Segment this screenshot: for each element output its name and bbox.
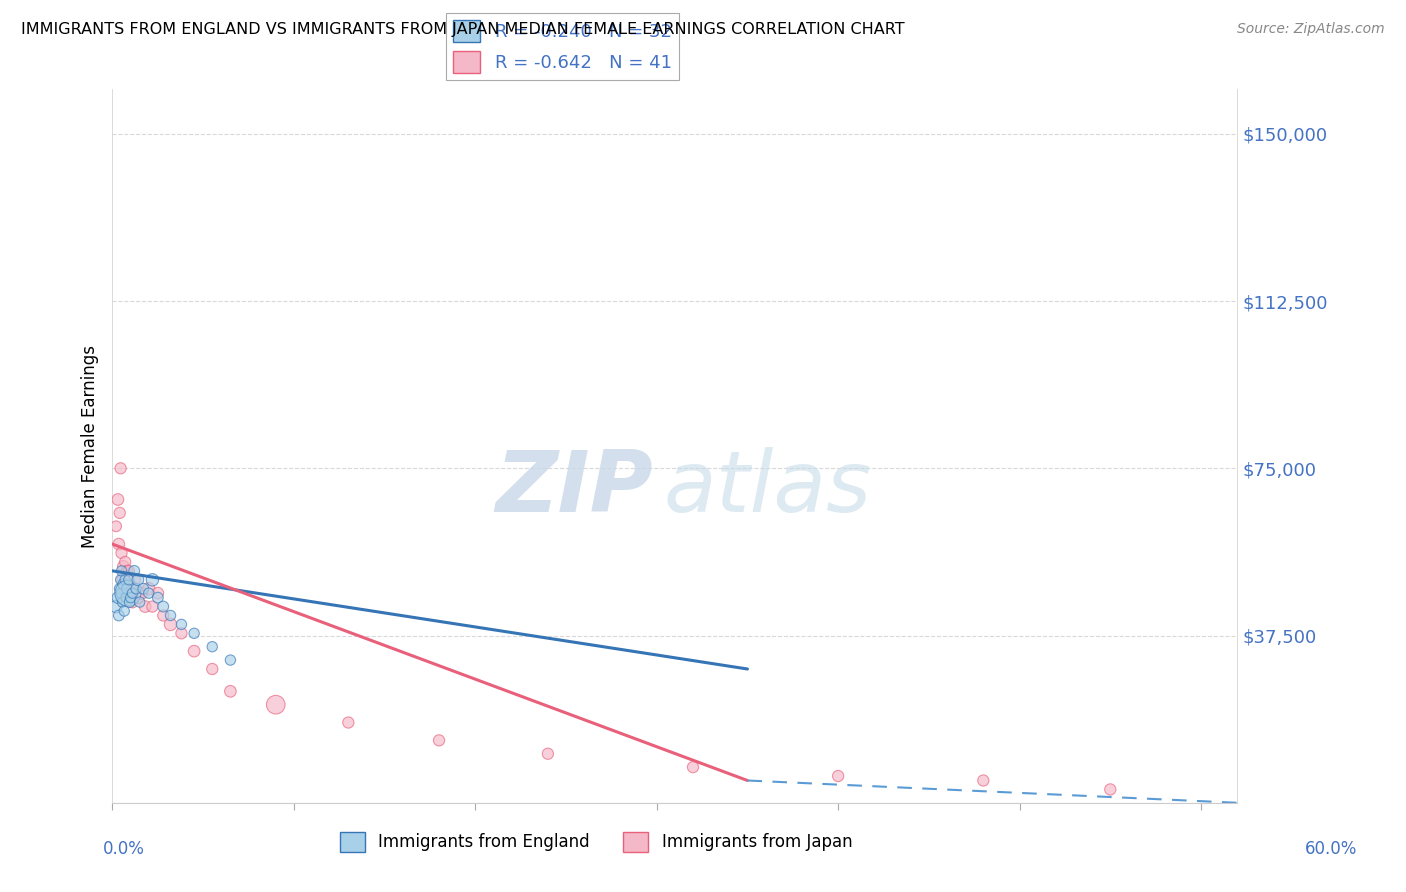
Point bbox=[537, 747, 560, 761]
Point bbox=[125, 582, 148, 596]
Point bbox=[183, 644, 205, 658]
Point bbox=[128, 595, 150, 609]
Point bbox=[118, 573, 141, 587]
Point bbox=[159, 608, 181, 623]
Point bbox=[201, 662, 224, 676]
Point bbox=[201, 640, 224, 654]
Point bbox=[146, 591, 169, 605]
Point bbox=[264, 698, 287, 712]
Point bbox=[110, 586, 132, 600]
Point bbox=[117, 586, 139, 600]
Point bbox=[183, 626, 205, 640]
Point bbox=[117, 586, 139, 600]
Point bbox=[120, 582, 142, 596]
Point bbox=[118, 586, 141, 600]
Point bbox=[115, 564, 138, 578]
Point bbox=[110, 573, 132, 587]
Point bbox=[122, 573, 145, 587]
Point bbox=[112, 582, 135, 596]
Point bbox=[120, 591, 142, 605]
Point bbox=[122, 564, 145, 578]
Point bbox=[146, 586, 169, 600]
Point bbox=[115, 591, 138, 605]
Text: IMMIGRANTS FROM ENGLAND VS IMMIGRANTS FROM JAPAN MEDIAN FEMALE EARNINGS CORRELAT: IMMIGRANTS FROM ENGLAND VS IMMIGRANTS FR… bbox=[21, 22, 904, 37]
Text: 60.0%: 60.0% bbox=[1305, 840, 1357, 858]
Point bbox=[107, 492, 129, 507]
Point bbox=[132, 582, 155, 596]
Point bbox=[105, 519, 128, 533]
Point bbox=[138, 586, 160, 600]
Point bbox=[159, 617, 181, 632]
Point bbox=[219, 684, 242, 698]
Point bbox=[219, 653, 242, 667]
Point bbox=[118, 595, 141, 609]
Point bbox=[111, 573, 134, 587]
Point bbox=[427, 733, 450, 747]
Point bbox=[682, 760, 704, 774]
Point bbox=[112, 604, 135, 618]
Point bbox=[827, 769, 849, 783]
Text: Source: ZipAtlas.com: Source: ZipAtlas.com bbox=[1237, 22, 1385, 37]
Point bbox=[134, 599, 156, 614]
Point bbox=[108, 608, 131, 623]
Point bbox=[108, 582, 131, 596]
Point bbox=[114, 573, 136, 587]
Point bbox=[115, 582, 138, 596]
Point bbox=[115, 586, 138, 600]
Point bbox=[138, 582, 160, 596]
Point bbox=[108, 537, 131, 551]
Text: ZIP: ZIP bbox=[495, 447, 652, 531]
Point bbox=[118, 564, 141, 578]
Legend: Immigrants from England, Immigrants from Japan: Immigrants from England, Immigrants from… bbox=[333, 825, 859, 859]
Point bbox=[1099, 782, 1122, 797]
Point bbox=[105, 599, 128, 614]
Point bbox=[131, 586, 153, 600]
Text: atlas: atlas bbox=[664, 447, 872, 531]
Point bbox=[107, 591, 129, 605]
Point bbox=[337, 715, 360, 730]
Point bbox=[121, 586, 143, 600]
Point bbox=[170, 626, 193, 640]
Point bbox=[108, 506, 131, 520]
Point bbox=[110, 546, 132, 560]
Point bbox=[127, 573, 149, 587]
Point bbox=[141, 573, 163, 587]
Point bbox=[127, 591, 149, 605]
Point bbox=[112, 559, 135, 574]
Y-axis label: Median Female Earnings: Median Female Earnings bbox=[80, 344, 98, 548]
Point bbox=[152, 599, 174, 614]
Point bbox=[152, 608, 174, 623]
Point bbox=[141, 599, 163, 614]
Point bbox=[121, 595, 143, 609]
Point bbox=[111, 595, 134, 609]
Point bbox=[972, 773, 994, 788]
Point bbox=[110, 564, 132, 578]
Point bbox=[110, 461, 132, 475]
Point bbox=[114, 555, 136, 569]
Point bbox=[112, 577, 135, 591]
Point bbox=[170, 617, 193, 632]
Text: 0.0%: 0.0% bbox=[103, 840, 145, 858]
